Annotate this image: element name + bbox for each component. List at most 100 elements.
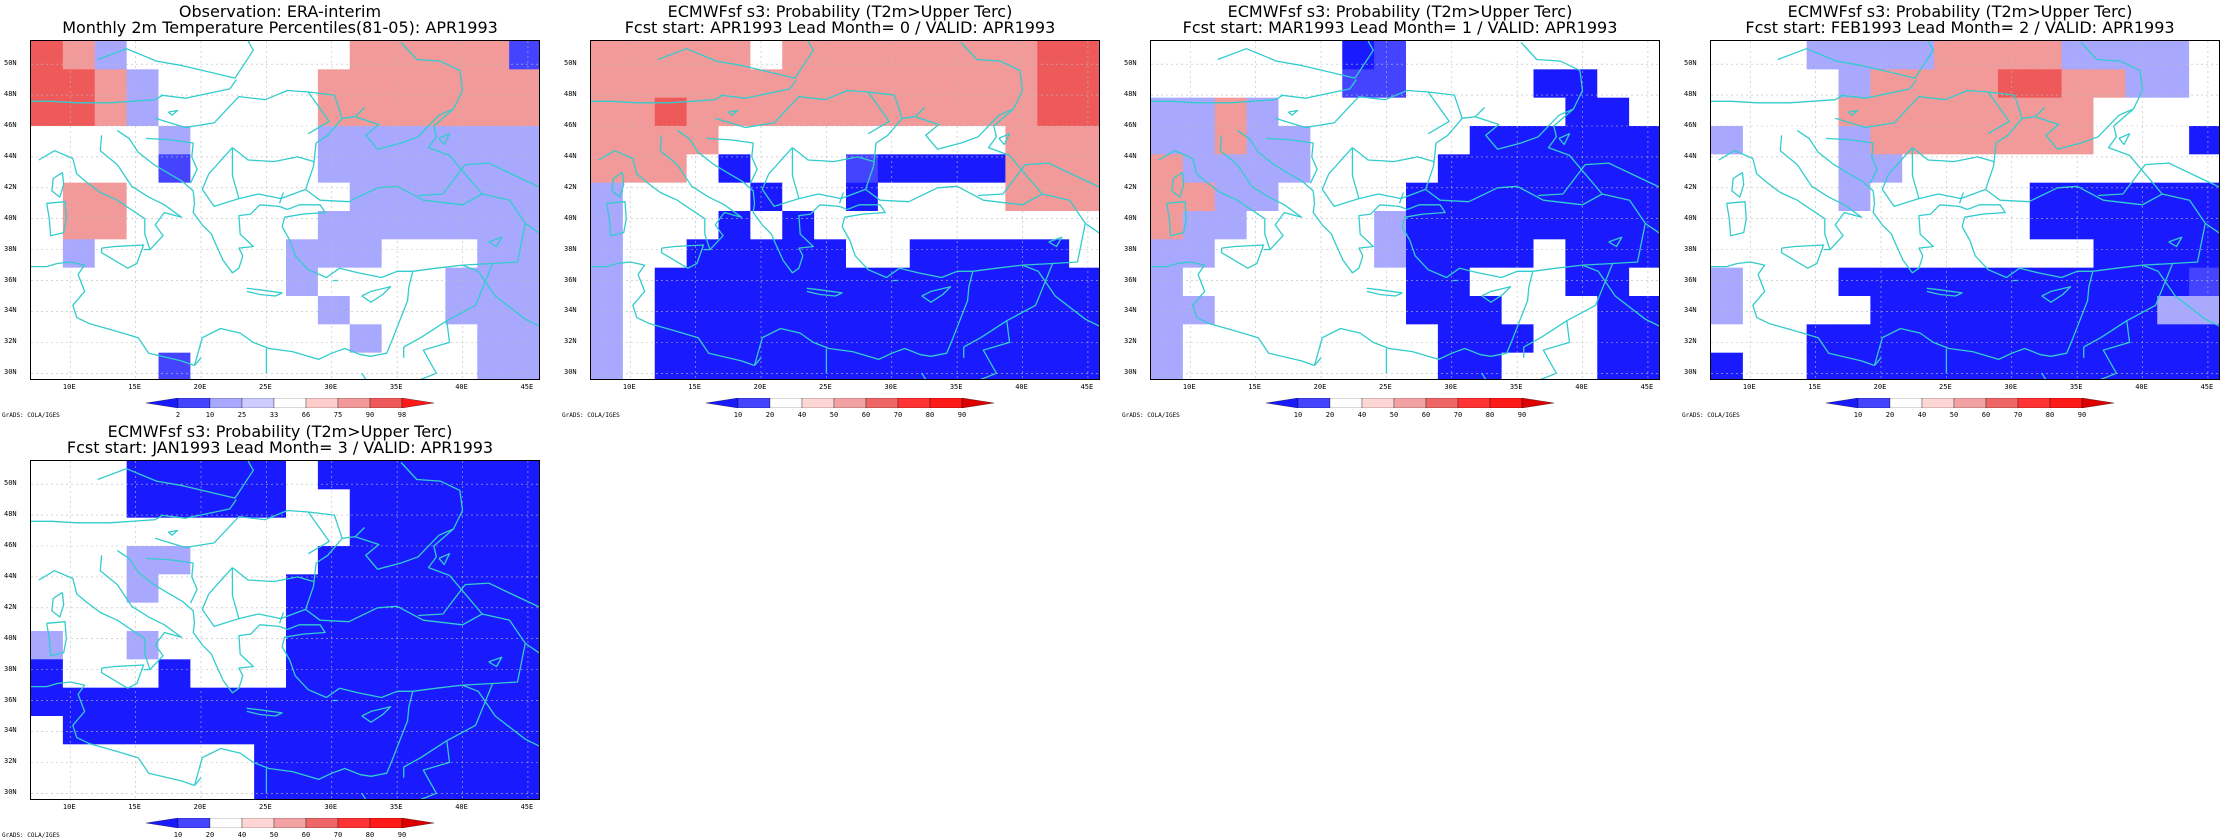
grid-cell xyxy=(654,267,688,297)
grid-cell xyxy=(1214,324,1248,354)
y-tick-label: 30N xyxy=(564,368,577,377)
legend-swatch xyxy=(337,398,371,408)
coastline xyxy=(611,171,625,198)
legend-swatch xyxy=(146,398,179,408)
panel-lead-3: ECMWFsf s3: Probability (T2m>Upper Terc)… xyxy=(0,420,560,840)
color-legend xyxy=(1826,398,2114,408)
grid-cell xyxy=(1711,352,1744,379)
grid-cell xyxy=(1934,97,1967,127)
grid-cell xyxy=(686,126,720,155)
grid-cell xyxy=(158,461,191,490)
grid-cell xyxy=(222,97,255,127)
grid-cell xyxy=(509,41,539,70)
grid-cell xyxy=(2189,97,2219,127)
coastline xyxy=(1217,41,1374,79)
grid-cell xyxy=(1533,154,1566,184)
grid-cell xyxy=(62,631,96,660)
grid-cell xyxy=(1437,352,1471,379)
grid-cell xyxy=(814,211,847,240)
coastline xyxy=(116,130,288,274)
coastline xyxy=(308,511,343,539)
grid-cell xyxy=(2093,41,2126,70)
panel-lead-1: ECMWFsf s3: Probability (T2m>Upper Terc)… xyxy=(1120,0,1680,420)
coastline xyxy=(38,150,151,251)
grid-cell xyxy=(2061,211,2095,240)
grid-cell xyxy=(877,211,911,240)
grid-cell xyxy=(2029,97,2063,127)
grid-cell xyxy=(1214,296,1248,325)
grid-cell xyxy=(1406,324,1439,354)
grid-cell xyxy=(413,154,446,184)
y-tick-label: 30N xyxy=(4,788,17,797)
panel-lead-0: ECMWFsf s3: Probability (T2m>Upper Terc)… xyxy=(560,0,1120,420)
grid-cell xyxy=(158,267,191,297)
grid-cell xyxy=(1437,296,1471,325)
coastline xyxy=(2080,42,2144,110)
grid-cell xyxy=(477,489,510,519)
legend-swatch xyxy=(2049,398,2083,408)
grid-cell xyxy=(941,97,975,127)
grid-cell xyxy=(1902,296,1935,325)
grid-cell xyxy=(317,716,351,745)
y-tick-label: 42N xyxy=(1124,182,1137,191)
coastline xyxy=(462,684,539,747)
coastline xyxy=(1481,372,1487,379)
grid-cell xyxy=(2125,324,2158,354)
coastline xyxy=(2034,107,2045,118)
grid-cell xyxy=(1005,267,1038,297)
grid-cell xyxy=(1069,324,1099,354)
map-svg xyxy=(591,41,1099,379)
grid-cell xyxy=(1342,69,1375,99)
grid-cell xyxy=(686,324,720,354)
x-tick-label: 15E xyxy=(128,803,141,811)
grid-cell xyxy=(1151,211,1184,240)
grid-cell xyxy=(1374,352,1407,379)
grid-cell xyxy=(381,744,415,774)
coastline xyxy=(1881,147,1920,208)
grid-cell xyxy=(1246,211,1280,240)
legend-label: 80 xyxy=(925,411,935,419)
coastline xyxy=(524,222,539,234)
grid-cell xyxy=(1774,239,1808,269)
grid-cell xyxy=(381,324,415,354)
grid-cell xyxy=(1151,296,1184,325)
grid-cell xyxy=(190,602,223,632)
coastline xyxy=(1874,357,1882,366)
grid-cell xyxy=(814,296,847,325)
grid-cell xyxy=(1711,69,1744,99)
grid-cell xyxy=(62,546,96,575)
grid-cell xyxy=(591,69,624,99)
panel-title: ECMWFsf s3: Probability (T2m>Upper Terc) xyxy=(107,422,453,441)
coastline xyxy=(1711,94,1844,104)
grid-cell xyxy=(126,182,160,212)
grid-cell xyxy=(1711,211,1744,240)
grid-cell xyxy=(190,239,223,269)
grid-cell xyxy=(1246,97,1280,127)
grid-cell xyxy=(126,517,160,547)
grid-cell xyxy=(158,69,191,99)
grid-cell xyxy=(2157,267,2190,297)
grid-cell xyxy=(1997,352,2031,379)
grid-cell xyxy=(1870,97,1903,127)
grid-cell xyxy=(349,324,383,354)
grid-cell xyxy=(973,97,1006,127)
grid-cell xyxy=(254,546,287,575)
grid-cell xyxy=(1711,267,1744,297)
grid-cell xyxy=(509,69,539,99)
grid-cell xyxy=(509,352,539,379)
grid-cell xyxy=(2125,182,2158,212)
coastline xyxy=(281,624,326,647)
legend-swatch xyxy=(305,818,339,828)
x-tick-label: 25E xyxy=(1939,383,1952,391)
y-tick-label: 32N xyxy=(564,337,577,346)
grid-cell xyxy=(1501,296,1535,325)
grid-cell xyxy=(973,296,1006,325)
grid-cell xyxy=(718,69,751,99)
grid-cell xyxy=(1501,97,1535,127)
grid-cell xyxy=(591,211,624,240)
grid-cell xyxy=(254,267,287,297)
grid-cell xyxy=(782,126,815,155)
grid-cell xyxy=(31,461,64,490)
grid-cell xyxy=(349,239,383,269)
grid-cell xyxy=(94,772,128,799)
